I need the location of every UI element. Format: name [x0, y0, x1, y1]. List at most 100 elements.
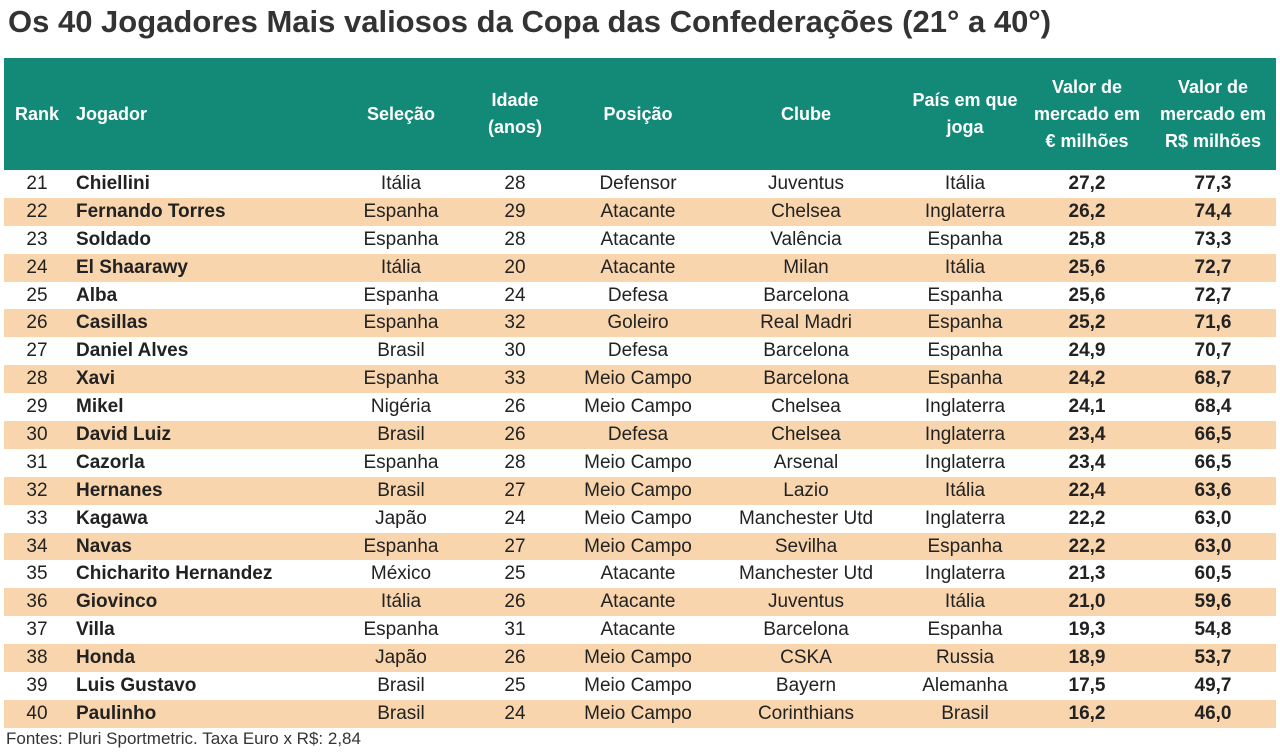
header-row: Rank Jogador Seleção Idade (anos) Posição Clu…: [4, 58, 1276, 170]
table-cell: 21,0: [1024, 588, 1150, 617]
table-cell: 28: [4, 365, 70, 394]
table-cell: 77,3: [1194, 172, 1232, 194]
table-cell: 36: [4, 588, 70, 617]
table-cell: México: [370, 563, 432, 585]
column-header: Idade (anos): [460, 58, 570, 170]
table-cell: 29: [26, 396, 48, 418]
table-cell: 63,6: [1150, 476, 1276, 505]
table-cell: Itália: [380, 172, 422, 194]
column-header: Posição: [570, 58, 706, 170]
table-cell: 28: [504, 228, 526, 250]
table-body: 21 Chiellini Itália 28 Defensor Juventus Itáli…: [4, 170, 1276, 728]
table-cell: Brasil: [342, 421, 460, 449]
table-cell: 25,6: [1024, 253, 1150, 282]
table-cell: Paulinho: [70, 699, 342, 728]
table-cell: Espanha: [927, 284, 1003, 306]
table-cell: Defesa: [607, 340, 669, 362]
table-cell: Atacante: [570, 588, 706, 617]
table-cell: 26: [460, 588, 570, 617]
table-cell: Defensor: [599, 172, 677, 194]
table-cell: 49,7: [1194, 674, 1232, 696]
table-cell: Manchester Utd: [738, 507, 874, 529]
table-cell: 59,6: [1150, 588, 1276, 617]
table-cell: Chelsea: [771, 396, 841, 418]
table-cell: 22,4: [1024, 476, 1150, 505]
table-cell: 27: [460, 476, 570, 505]
table-cell: 24,9: [1068, 340, 1106, 362]
table-cell: Defesa: [607, 284, 669, 306]
table-cell: Meio Campo: [570, 644, 706, 673]
table-cell: Atacante: [600, 228, 676, 250]
table-cell: 73,3: [1194, 228, 1232, 250]
table-cell: 22,2: [1068, 507, 1106, 529]
table-cell: 27: [460, 532, 570, 561]
table-cell: Alemanha: [922, 674, 1008, 696]
table-cell: 21,3: [1068, 563, 1106, 585]
table-cell: 22: [4, 197, 70, 226]
table-cell: Itália: [906, 588, 1024, 617]
table-cell: Inglaterra: [924, 507, 1006, 529]
table-cell: 31: [26, 451, 48, 473]
table-cell: 21: [26, 172, 48, 194]
table-cell: 31: [504, 619, 526, 641]
table-cell: 23,4: [1024, 421, 1150, 449]
table-cell: Inglaterra: [924, 451, 1006, 473]
table-cell: Bayern: [775, 674, 837, 696]
table-cell: 26: [4, 309, 70, 338]
table-cell: 24: [460, 699, 570, 728]
table-cell: Barcelona: [763, 284, 849, 306]
table-cell: 63,0: [1150, 532, 1276, 561]
table-cell: 40: [4, 699, 70, 728]
table-cell: Soldado: [76, 228, 151, 250]
table-cell: 70,7: [1194, 340, 1232, 362]
table-cell: Itália: [906, 253, 1024, 282]
table-cell: Brasil: [377, 340, 425, 362]
table-cell: Atacante: [600, 619, 676, 641]
table-cell: 38: [4, 644, 70, 673]
table-cell: 27: [26, 340, 48, 362]
table-cell: Fernando Torres: [70, 197, 342, 226]
table-cell: Meio Campo: [570, 365, 706, 394]
table-cell: 32: [4, 476, 70, 505]
table-cell: 25,8: [1068, 228, 1106, 250]
table-cell: Milan: [706, 253, 906, 282]
table-cell: 63,0: [1194, 507, 1232, 529]
table-row: 39 Luis Gustavo Brasil 25 Meio Campo Bayern Al…: [4, 672, 1276, 700]
table-cell: 26: [460, 644, 570, 673]
table-cell: Honda: [70, 644, 342, 673]
table-cell: 29: [460, 197, 570, 226]
table-cell: Espanha: [342, 365, 460, 394]
table-cell: Valência: [770, 228, 842, 250]
table-row: 40 Paulinho Brasil 24 Meio Campo Corinthians B…: [4, 699, 1276, 728]
table-cell: Espanha: [906, 532, 1024, 561]
table-cell: Casillas: [70, 309, 342, 338]
table-row: 31 Cazorla Espanha 28 Meio Campo Arsenal Ingla…: [4, 449, 1276, 477]
table-cell: 33: [460, 365, 570, 394]
table-cell: Defesa: [570, 421, 706, 449]
table-cell: Meio Campo: [584, 507, 692, 529]
table-row: 35 Chicharito Hernandez México 25 Atacante Ma…: [4, 560, 1276, 588]
table-cell: Luis Gustavo: [76, 674, 197, 696]
table-cell: Espanha: [906, 365, 1024, 394]
table-cell: 46,0: [1150, 699, 1276, 728]
table-cell: Meio Campo: [584, 674, 692, 696]
table-row: 30 David Luiz Brasil 26 Defesa Chelsea Inglate…: [4, 421, 1276, 449]
table-cell: Itália: [342, 588, 460, 617]
table-cell: Espanha: [342, 309, 460, 338]
table-cell: 66,5: [1150, 421, 1276, 449]
table-cell: Goleiro: [570, 309, 706, 338]
table-cell: Atacante: [570, 197, 706, 226]
table-cell: Mikel: [76, 396, 124, 418]
table-cell: 30: [504, 340, 526, 362]
table-cell: 25,2: [1024, 309, 1150, 338]
table-cell: 25,6: [1068, 284, 1106, 306]
table-cell: Brasil: [377, 674, 425, 696]
table-cell: 66,5: [1194, 451, 1232, 473]
table-cell: Espanha: [927, 228, 1003, 250]
table-row: 37 Villa Espanha 31 Atacante Barcelona Espanha…: [4, 616, 1276, 644]
title: Os 40 Jogadores Mais valiosos da Copa da…: [8, 4, 1052, 39]
column-header: Valor de mercado em € milhões: [1024, 58, 1150, 170]
table-cell: Espanha: [906, 309, 1024, 338]
table-cell: Itália: [944, 172, 986, 194]
table-cell: Daniel Alves: [76, 340, 189, 362]
